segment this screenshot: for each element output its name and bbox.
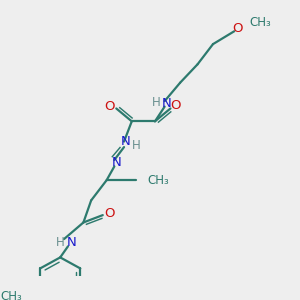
Text: N: N <box>121 135 131 148</box>
Text: O: O <box>170 99 181 112</box>
Text: O: O <box>232 22 242 35</box>
Text: CH₃: CH₃ <box>250 16 272 28</box>
Text: CH₃: CH₃ <box>147 174 169 187</box>
Text: H: H <box>152 97 160 110</box>
Text: H: H <box>132 139 141 152</box>
Text: CH₃: CH₃ <box>0 290 22 300</box>
Text: H: H <box>56 236 64 249</box>
Text: O: O <box>104 100 115 113</box>
Text: O: O <box>104 207 115 220</box>
Text: N: N <box>162 98 171 110</box>
Text: N: N <box>111 156 121 169</box>
Text: N: N <box>67 236 77 249</box>
